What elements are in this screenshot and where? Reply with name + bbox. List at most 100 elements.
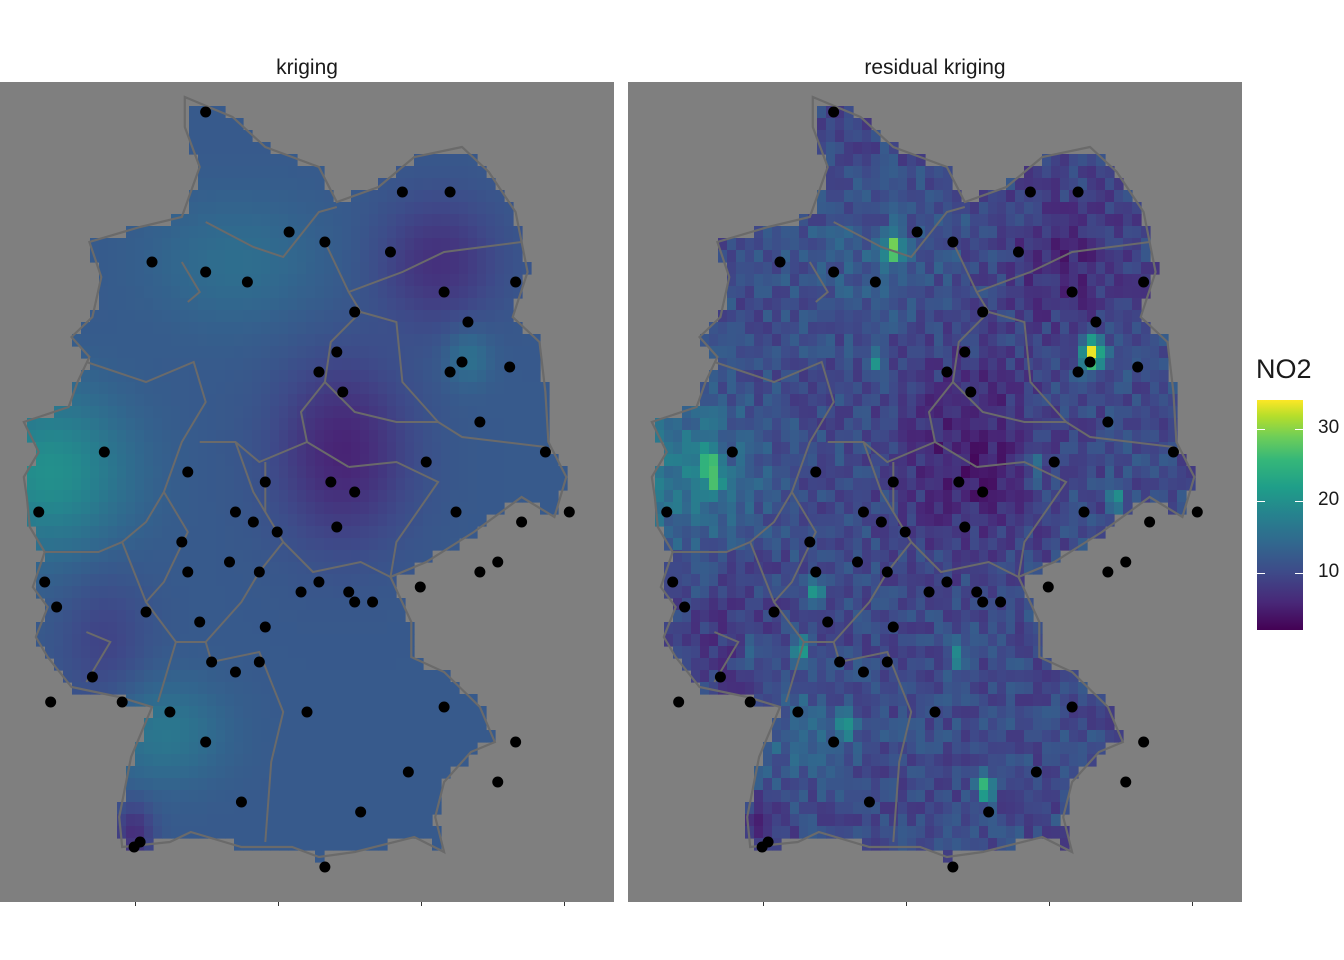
raster-cell	[736, 370, 746, 383]
raster-cell	[916, 262, 926, 275]
raster-cell	[781, 442, 791, 455]
raster-cell	[207, 766, 217, 779]
raster-cell	[333, 538, 343, 551]
raster-cell	[243, 814, 253, 827]
raster-cell	[808, 526, 818, 539]
raster-cell	[333, 550, 343, 563]
raster-cell	[396, 826, 406, 839]
raster-cell	[781, 562, 791, 575]
raster-cell	[144, 670, 154, 683]
raster-cell	[736, 382, 746, 395]
raster-cell	[396, 466, 406, 479]
raster-cell	[1033, 538, 1043, 551]
raster-cell	[306, 346, 316, 359]
raster-cell	[1159, 334, 1169, 347]
raster-cell	[1123, 190, 1133, 203]
raster-cell	[396, 310, 406, 323]
raster-cell	[799, 214, 809, 227]
raster-cell	[934, 514, 944, 527]
raster-cell	[1042, 226, 1052, 239]
raster-cell	[817, 742, 827, 755]
raster-cell	[297, 490, 307, 503]
raster-cell	[171, 718, 181, 731]
raster-cell	[952, 190, 962, 203]
raster-cell	[315, 298, 325, 311]
raster-cell	[135, 682, 145, 695]
raster-cell	[288, 214, 298, 227]
raster-cell	[763, 766, 773, 779]
raster-cell	[216, 754, 226, 767]
raster-cell	[171, 826, 181, 839]
raster-cell	[306, 670, 316, 683]
raster-cell	[1141, 454, 1151, 467]
raster-cell	[727, 514, 737, 527]
station-point	[462, 316, 474, 328]
raster-cell	[763, 502, 773, 515]
raster-cell	[835, 118, 845, 131]
raster-cell	[378, 226, 388, 239]
raster-cell	[324, 766, 334, 779]
raster-cell	[351, 322, 361, 335]
raster-cell	[889, 538, 899, 551]
raster-cell	[898, 658, 908, 671]
raster-cell	[997, 610, 1007, 623]
raster-cell	[916, 166, 926, 179]
raster-cell	[378, 478, 388, 491]
raster-cell	[144, 826, 154, 839]
raster-cell	[682, 634, 692, 647]
raster-cell	[414, 514, 424, 527]
raster-cell	[99, 586, 109, 599]
raster-cell	[1051, 358, 1061, 371]
raster-cell	[423, 754, 433, 767]
raster-cell	[324, 550, 334, 563]
raster-cell	[432, 298, 442, 311]
raster-cell	[1132, 322, 1142, 335]
raster-cell	[988, 202, 998, 215]
raster-cell	[1015, 454, 1025, 467]
raster-cell	[1159, 406, 1169, 419]
raster-cell	[423, 238, 433, 251]
raster-cell	[153, 670, 163, 683]
raster-cell	[1078, 382, 1088, 395]
raster-cell	[826, 382, 836, 395]
raster-cell	[835, 718, 845, 731]
raster-cell	[252, 598, 262, 611]
raster-cell	[153, 310, 163, 323]
raster-cell	[234, 742, 244, 755]
raster-cell	[826, 406, 836, 419]
raster-cell	[853, 658, 863, 671]
raster-cell	[477, 262, 487, 275]
raster-cell	[351, 454, 361, 467]
raster-cell	[225, 706, 235, 719]
raster-cell	[1078, 190, 1088, 203]
raster-cell	[216, 574, 226, 587]
raster-cell	[1078, 490, 1088, 503]
raster-cell	[378, 670, 388, 683]
raster-cell	[1078, 406, 1088, 419]
raster-cell	[513, 478, 523, 491]
raster-cell	[1087, 418, 1097, 431]
raster-cell	[198, 502, 208, 515]
raster-cell	[234, 190, 244, 203]
raster-cell	[1033, 334, 1043, 347]
raster-cell	[333, 334, 343, 347]
raster-cell	[709, 406, 719, 419]
raster-cell	[369, 406, 379, 419]
raster-cell	[772, 490, 782, 503]
raster-cell	[252, 574, 262, 587]
raster-cell	[486, 394, 496, 407]
raster-cell	[907, 502, 917, 515]
raster-cell	[288, 154, 298, 167]
raster-cell	[234, 778, 244, 791]
raster-cell	[952, 754, 962, 767]
raster-cell	[889, 190, 899, 203]
raster-cell	[1078, 442, 1088, 455]
raster-cell	[1006, 418, 1016, 431]
raster-cell	[513, 358, 523, 371]
raster-cell	[54, 622, 64, 635]
raster-cell	[808, 598, 818, 611]
raster-cell	[781, 730, 791, 743]
raster-cell	[477, 286, 487, 299]
raster-cell	[243, 334, 253, 347]
raster-cell	[826, 154, 836, 167]
